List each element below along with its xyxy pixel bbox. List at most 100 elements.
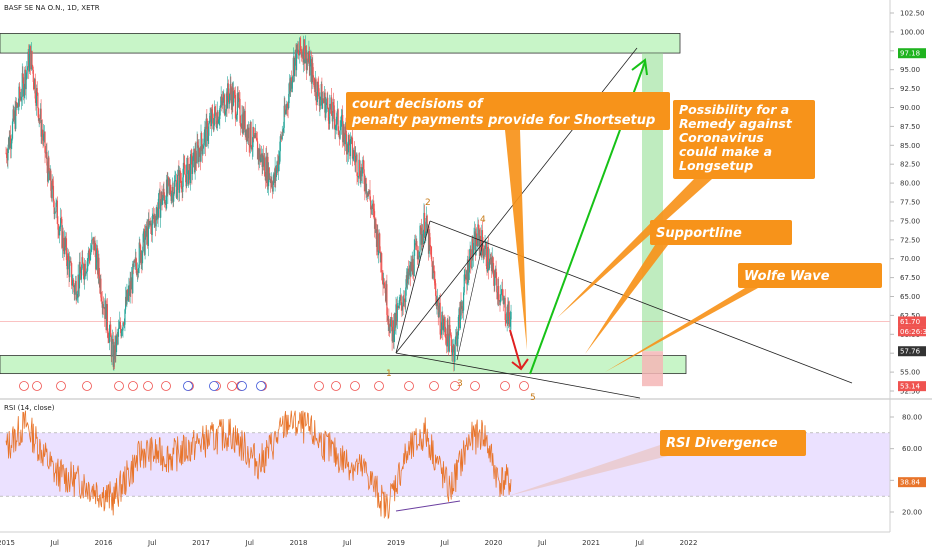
candle-body[interactable] bbox=[450, 333, 452, 335]
candle-body[interactable] bbox=[445, 337, 447, 339]
candle-body[interactable] bbox=[196, 141, 198, 164]
candle-body[interactable] bbox=[479, 235, 482, 244]
candle-body[interactable] bbox=[177, 169, 179, 175]
candle-body[interactable] bbox=[280, 136, 282, 137]
candle-body[interactable] bbox=[313, 77, 315, 88]
candle-body[interactable] bbox=[217, 119, 220, 124]
candle-body[interactable] bbox=[216, 111, 218, 129]
candle-body[interactable] bbox=[199, 152, 201, 162]
candle-body[interactable] bbox=[284, 109, 287, 114]
candle-body[interactable] bbox=[307, 58, 309, 61]
candle-body[interactable] bbox=[203, 145, 205, 149]
candle-body[interactable] bbox=[346, 144, 348, 155]
candle-body[interactable] bbox=[70, 261, 72, 264]
candle-body[interactable] bbox=[478, 228, 480, 247]
candle-body[interactable] bbox=[251, 147, 253, 150]
candle-body[interactable] bbox=[486, 266, 488, 272]
candle-body[interactable] bbox=[237, 93, 239, 102]
candle-body[interactable] bbox=[370, 206, 372, 210]
candle-body[interactable] bbox=[435, 295, 437, 307]
candle-body[interactable] bbox=[344, 126, 346, 145]
candle-body[interactable] bbox=[364, 183, 366, 192]
candle-body[interactable] bbox=[32, 65, 34, 70]
candle-body[interactable] bbox=[325, 102, 328, 106]
candle-body[interactable] bbox=[162, 197, 164, 205]
candle-body[interactable] bbox=[52, 185, 55, 202]
candle-body[interactable] bbox=[243, 110, 246, 130]
earnings-marker[interactable] bbox=[227, 381, 237, 391]
candle-body[interactable] bbox=[412, 258, 414, 276]
candle-body[interactable] bbox=[41, 129, 43, 137]
candle-body[interactable] bbox=[389, 323, 391, 333]
candle-body[interactable] bbox=[147, 227, 149, 246]
candle-body[interactable] bbox=[43, 133, 45, 141]
candle-body[interactable] bbox=[379, 233, 381, 252]
candle-body[interactable] bbox=[295, 44, 298, 71]
candle-body[interactable] bbox=[507, 301, 510, 325]
rsi-line[interactable] bbox=[5, 410, 512, 520]
candle-body[interactable] bbox=[141, 252, 143, 264]
candle-body[interactable] bbox=[394, 313, 396, 328]
candle-body[interactable] bbox=[379, 251, 381, 263]
candle-body[interactable] bbox=[72, 279, 74, 286]
candle-body[interactable] bbox=[75, 281, 77, 300]
candle-body[interactable] bbox=[378, 233, 380, 251]
candle-body[interactable] bbox=[198, 148, 200, 163]
candle-body[interactable] bbox=[253, 127, 255, 138]
candle-body[interactable] bbox=[86, 261, 88, 272]
candle-body[interactable] bbox=[43, 131, 45, 134]
candle-body[interactable] bbox=[467, 259, 469, 280]
candle-body[interactable] bbox=[508, 301, 510, 317]
candle-body[interactable] bbox=[363, 169, 365, 184]
candle-body[interactable] bbox=[69, 261, 71, 262]
candle-body[interactable] bbox=[12, 109, 14, 122]
candle-body[interactable] bbox=[349, 140, 351, 157]
candle-body[interactable] bbox=[336, 113, 338, 125]
candle-body[interactable] bbox=[160, 192, 162, 203]
candle-body[interactable] bbox=[358, 159, 360, 177]
candle-body[interactable] bbox=[477, 224, 479, 246]
candle-body[interactable] bbox=[383, 282, 385, 289]
candle-body[interactable] bbox=[164, 194, 166, 204]
candle-body[interactable] bbox=[453, 355, 456, 362]
candle-body[interactable] bbox=[433, 265, 435, 271]
dividend-marker[interactable] bbox=[183, 381, 193, 391]
candle-body[interactable] bbox=[468, 272, 470, 280]
candle-body[interactable] bbox=[407, 268, 409, 284]
candle-body[interactable] bbox=[194, 150, 196, 173]
candle-body[interactable] bbox=[304, 59, 306, 64]
candle-body[interactable] bbox=[314, 87, 316, 93]
candle-body[interactable] bbox=[213, 118, 215, 130]
candle-body[interactable] bbox=[276, 161, 278, 170]
candle-body[interactable] bbox=[49, 170, 51, 181]
candle-body[interactable] bbox=[290, 77, 292, 89]
candle-body[interactable] bbox=[398, 305, 400, 309]
candle-body[interactable] bbox=[125, 296, 127, 310]
candle-body[interactable] bbox=[279, 136, 281, 152]
candle-body[interactable] bbox=[321, 98, 324, 109]
candle-body[interactable] bbox=[54, 211, 56, 213]
candle-body[interactable] bbox=[148, 219, 150, 226]
candle-body[interactable] bbox=[80, 268, 82, 280]
candle-body[interactable] bbox=[254, 135, 256, 138]
candle-body[interactable] bbox=[401, 305, 404, 311]
candle-body[interactable] bbox=[447, 319, 449, 336]
earnings-marker[interactable] bbox=[500, 381, 510, 391]
candle-body[interactable] bbox=[399, 300, 401, 301]
candle-body[interactable] bbox=[149, 221, 151, 225]
candle-body[interactable] bbox=[333, 105, 335, 119]
candle-body[interactable] bbox=[143, 229, 145, 234]
candle-body[interactable] bbox=[178, 170, 181, 193]
candle-body[interactable] bbox=[442, 325, 445, 331]
candle-body[interactable] bbox=[335, 124, 337, 126]
candle-body[interactable] bbox=[112, 339, 114, 342]
candle-body[interactable] bbox=[263, 157, 265, 167]
candle-body[interactable] bbox=[485, 243, 487, 246]
candle-body[interactable] bbox=[312, 75, 315, 78]
stop-zone[interactable] bbox=[642, 351, 663, 387]
candle-body[interactable] bbox=[309, 62, 311, 76]
candle-body[interactable] bbox=[260, 153, 263, 158]
earnings-marker[interactable] bbox=[56, 381, 66, 391]
candle-body[interactable] bbox=[97, 248, 99, 275]
candle-body[interactable] bbox=[408, 272, 410, 280]
